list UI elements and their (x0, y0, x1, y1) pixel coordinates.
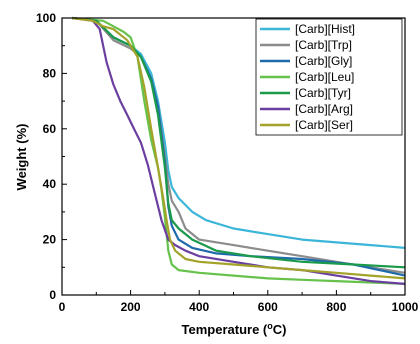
y-tick-label: 60 (43, 122, 57, 136)
x-tick-label: 0 (59, 300, 66, 314)
y-tick-label: 100 (36, 11, 56, 25)
x-axis-title-main: Temperature ( (182, 322, 268, 337)
series-line-1 (72, 16, 406, 274)
y-tick-label: 80 (43, 66, 57, 80)
legend-label-1: [Carb][Trp] (295, 38, 352, 52)
y-tick-label: 20 (43, 233, 57, 247)
x-axis-title-sup: o (267, 321, 273, 331)
y-tick-label: 40 (43, 177, 57, 191)
legend-label-0: [Carb][Hist] (295, 22, 355, 36)
x-tick-label: 200 (121, 300, 141, 314)
legend-label-5: [Carb][Arg] (295, 102, 353, 116)
x-tick-label: 1000 (392, 300, 419, 314)
legend-label-3: [Carb][Leu] (295, 70, 354, 84)
y-tick-label: 0 (49, 288, 56, 302)
legend-label-2: [Carb][Gly] (295, 54, 352, 68)
legend-label-4: [Carb][Tyr] (295, 86, 351, 100)
x-axis-title-tail: C) (273, 322, 287, 337)
x-tick-label: 800 (326, 300, 346, 314)
x-axis-title: Temperature (oC) (182, 321, 287, 337)
series-line-4 (72, 16, 406, 269)
series-line-3 (72, 16, 406, 285)
legend-label-6: [Carb][Ser] (295, 118, 353, 132)
plot-area (72, 16, 406, 285)
series-line-6 (72, 16, 406, 280)
x-tick-label: 600 (258, 300, 278, 314)
axes: 0 200 400 600 800 1000 0 20 40 60 80 100 (36, 11, 419, 314)
y-axis-title: Weight (%) (14, 124, 29, 191)
legend: [Carb][Hist] [Carb][Trp] [Carb][Gly] [Carb]… (255, 18, 403, 136)
x-tick-label: 400 (189, 300, 209, 314)
